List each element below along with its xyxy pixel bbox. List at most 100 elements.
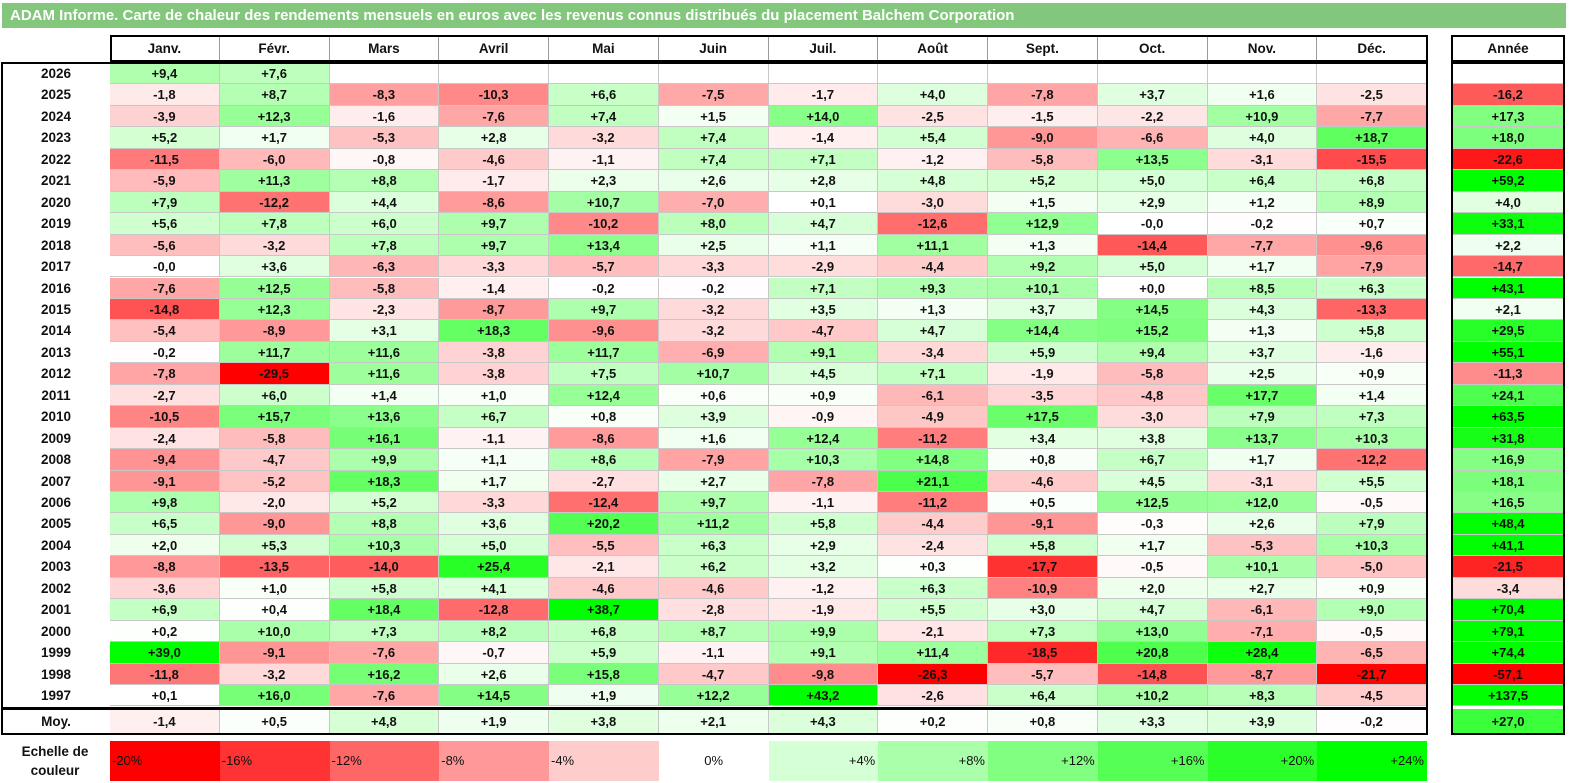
heatmap-cell: +0,0 xyxy=(1097,277,1208,299)
heatmap-cell: +7,1 xyxy=(878,363,988,385)
heatmap-cell: +1,5 xyxy=(988,191,1098,214)
annual-cell: -11,3 xyxy=(1452,363,1564,385)
heatmap-cell: -14,4 xyxy=(1097,234,1208,257)
heatmap-cell: +5,2 xyxy=(110,127,220,149)
heatmap-cell: -3,4 xyxy=(878,341,988,364)
heatmap-cell: +3,0 xyxy=(988,599,1098,621)
heatmap-cell: +2,9 xyxy=(1097,191,1208,214)
heatmap-cell: -12,2 xyxy=(1317,449,1427,471)
heatmap-cell: -4,5 xyxy=(1317,685,1427,707)
heatmap-cell: +7,4 xyxy=(658,127,769,149)
heatmap-cell: +6,4 xyxy=(1207,170,1318,192)
heatmap-cell: +4,0 xyxy=(1207,127,1318,149)
heatmap-cell: +11,7 xyxy=(219,341,330,364)
heatmap-cell: +13,7 xyxy=(1207,427,1318,450)
heatmap-cell: +9,8 xyxy=(110,492,220,514)
heatmap-cell: +7,3 xyxy=(1317,406,1427,428)
heatmap-cell: +5,8 xyxy=(329,577,440,600)
heatmap-cell: -0,2 xyxy=(658,277,769,299)
heatmap-cell: -3,2 xyxy=(219,663,330,686)
year-label: 2009 xyxy=(2,427,110,450)
heatmap-cell: +11,3 xyxy=(219,170,330,192)
heatmap-cell: -18,5 xyxy=(988,642,1098,664)
heatmap-cell: -2,6 xyxy=(878,685,988,707)
heatmap-cell: +14,8 xyxy=(878,449,988,471)
heatmap-cell: +3,6 xyxy=(439,513,549,535)
heatmap-cell: -9,6 xyxy=(1317,234,1427,257)
heatmap-cell: +1,7 xyxy=(1207,256,1318,278)
heatmap-cell: -5,7 xyxy=(549,256,659,278)
heatmap-cell: +1,9 xyxy=(549,685,659,707)
heatmap-cell: -21,7 xyxy=(1317,663,1427,686)
heatmap-cell: -1,4 xyxy=(768,127,879,149)
average-cell: +3,3 xyxy=(1097,708,1208,734)
heatmap-cell: +4,7 xyxy=(768,213,879,235)
heatmap-cell: +5,5 xyxy=(878,599,988,621)
heatmap-cell: +1,6 xyxy=(658,427,769,450)
heatmap-cell: -3,1 xyxy=(1207,148,1318,171)
heatmap-cell: -0,2 xyxy=(549,277,659,299)
heatmap-cell: -2,1 xyxy=(878,620,988,643)
heatmap-cell: -0,8 xyxy=(329,148,440,171)
month-header: Avril xyxy=(439,36,549,62)
heatmap-cell: +3,9 xyxy=(658,406,769,428)
heatmap-cell: +3,2 xyxy=(768,556,879,578)
heatmap-cell: +9,0 xyxy=(1317,599,1427,621)
heatmap-cell xyxy=(439,63,549,85)
heatmap-cell: -6,5 xyxy=(1317,642,1427,664)
year-label: 2022 xyxy=(2,148,110,171)
year-label: 2010 xyxy=(2,406,110,428)
heatmap-cell: +6,2 xyxy=(658,556,769,578)
heatmap-cell: +10,3 xyxy=(329,534,440,557)
heatmap-cell: -8,6 xyxy=(549,427,659,450)
annual-cell: +74,4 xyxy=(1452,642,1564,664)
annual-cell xyxy=(1452,63,1564,85)
heatmap-cell: -14,8 xyxy=(1097,663,1208,686)
heatmap-cell: -8,3 xyxy=(329,84,440,106)
annual-cell: +2,2 xyxy=(1452,234,1564,257)
heatmap-cell: -5,5 xyxy=(549,534,659,557)
heatmap-cell: -14,0 xyxy=(329,556,440,578)
heatmap-cell: -5,6 xyxy=(110,234,220,257)
heatmap-cell: +15,7 xyxy=(219,406,330,428)
heatmap-cell: +0,2 xyxy=(110,620,220,643)
heatmap-cell: +13,4 xyxy=(549,234,659,257)
heatmap-cell: -5,2 xyxy=(219,470,330,492)
heatmap-cell: +5,0 xyxy=(439,534,549,557)
heatmap-cell: -11,2 xyxy=(878,492,988,514)
heatmap-cell: -4,7 xyxy=(658,663,769,686)
heatmap-cell: -0,5 xyxy=(1317,492,1427,514)
heatmap-cell: -9,8 xyxy=(768,663,879,686)
year-label: 2016 xyxy=(2,277,110,299)
heatmap-cell: +2,8 xyxy=(439,127,549,149)
heatmap-cell: -12,8 xyxy=(439,599,549,621)
heatmap-cell: -1,9 xyxy=(768,599,879,621)
year-label: 2024 xyxy=(2,105,110,128)
annual-cell: +17,3 xyxy=(1452,105,1564,128)
heatmap-cell: -3,2 xyxy=(658,320,769,342)
heatmap-cell: -4,7 xyxy=(768,320,879,342)
heatmap-cell: +11,4 xyxy=(878,642,988,664)
year-label: 2000 xyxy=(2,620,110,643)
year-label: 2020 xyxy=(2,191,110,214)
annual-cell: +16,5 xyxy=(1452,492,1564,514)
annual-cell: -16,2 xyxy=(1452,84,1564,106)
heatmap-cell: -1,6 xyxy=(1317,341,1427,364)
month-header: Nov. xyxy=(1207,36,1318,62)
heatmap-cell: -11,5 xyxy=(110,148,220,171)
heatmap-cell: -8,9 xyxy=(219,320,330,342)
color-scale-stop: +4% xyxy=(768,741,879,781)
heatmap-cell: +6,7 xyxy=(1097,449,1208,471)
heatmap-cell: +7,8 xyxy=(219,213,330,235)
annual-cell: -14,7 xyxy=(1452,256,1564,278)
heatmap-cell: -10,2 xyxy=(549,213,659,235)
heatmap-cell: -15,5 xyxy=(1317,148,1427,171)
heatmap-cell: -4,6 xyxy=(549,577,659,600)
annual-cell: +31,8 xyxy=(1452,427,1564,450)
heatmap-cell: +12,4 xyxy=(549,384,659,407)
heatmap-cell: +6,6 xyxy=(549,84,659,106)
heatmap-cell: +1,0 xyxy=(219,577,330,600)
heatmap-cell: +0,5 xyxy=(988,492,1098,514)
heatmap-cell: -7,8 xyxy=(988,84,1098,106)
month-header: Févr. xyxy=(219,36,330,62)
